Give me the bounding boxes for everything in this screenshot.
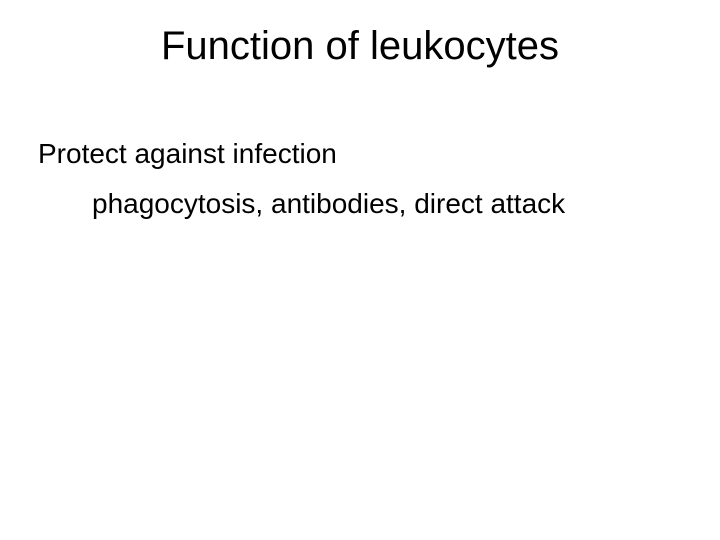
slide-title: Function of leukocytes [0,24,720,69]
body-text-line-1: Protect against infection [38,138,337,170]
slide: Function of leukocytes Protect against i… [0,0,720,540]
body-text-line-2: phagocytosis, antibodies, direct attack [92,188,565,220]
